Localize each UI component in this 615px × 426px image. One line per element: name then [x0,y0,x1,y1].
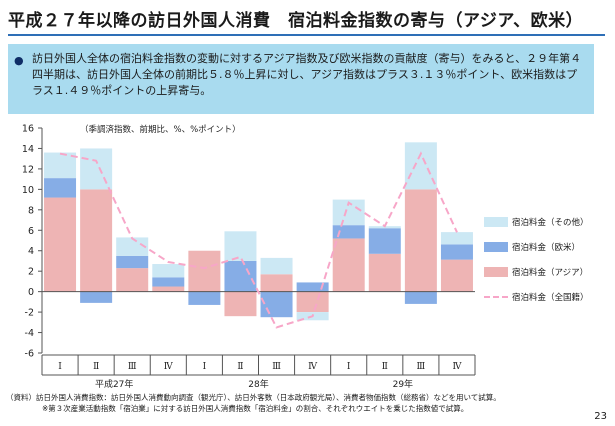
page-title: 平成２７年以降の訪日外国人消費 宿泊料金指数の寄与（アジア、欧米） [8,11,584,31]
bar-western-4 [188,291,221,305]
y-tick-label: 16 [22,124,34,135]
bar-western-1 [80,291,113,303]
y-tick-label: 2 [28,267,34,278]
legend-label-other: 宿泊料金（その他） [512,217,589,228]
legend-label-western: 宿泊料金（欧米） [512,242,581,253]
bar-asia-1 [80,189,113,292]
bar-asia-6 [260,274,293,292]
x-tick-label-5: Ⅱ [237,362,243,372]
chart: 16 14 12 10 8 6 4 2 0 -2 -4 -6 Ⅰ Ⅱ Ⅲ Ⅳ Ⅰ Ⅱ Ⅲ Ⅳ Ⅰ Ⅱ Ⅲ Ⅳ 平成27年 28年 2… [22,124,476,390]
bar-asia-11 [440,259,473,292]
bar-western-11 [440,244,473,260]
x-tick-label-4: Ⅰ [203,362,207,372]
source-notes: （資料）訪日外国人消費指数：訪日外国人消費動向調査（観光庁）、訪日外客数（日本政… [6,392,501,414]
bar-asia-4 [188,250,221,292]
bar-western-10 [404,291,437,304]
y-tick-label: -4 [25,328,34,339]
bar-asia-3 [152,286,185,292]
y-tick-label: 10 [22,185,34,196]
bar-western-8 [332,225,365,239]
bar-other-0 [44,152,77,179]
year-group-label-2: 29年 [393,378,413,390]
summary-text: 訪日外国人全体の宿泊料金指数の変動に対するアジア指数及び欧米指数の貢献度（寄与）… [32,52,582,97]
legend-swatch-other [484,216,508,227]
bar-western-3 [152,277,185,287]
chart-note: （季調済指数、前期比、%、%ポイント） [80,124,241,135]
chart-legend: 宿泊料金（その他） 宿泊料金（欧米） 宿泊料金（アジア） 宿泊料金（全国籍） [484,212,589,312]
source-note-1: （資料）訪日外国人消費指数：訪日外国人消費動向調査（観光庁）、訪日外客数（日本政… [6,393,501,402]
bar-asia-8 [332,238,365,292]
y-tick-label: 12 [22,164,34,175]
legend-item-western: 宿泊料金（欧米） [484,237,589,256]
bar-asia-2 [116,268,149,292]
title-divider [8,34,605,36]
bar-other-2 [116,237,149,256]
series-line-all [59,151,458,329]
x-tick-label-1: Ⅱ [93,362,99,372]
y-tick-label: 14 [22,144,34,155]
y-tick-label: -2 [25,308,34,319]
legend-swatch-all [484,295,508,298]
legend-swatch-western [484,241,508,252]
legend-swatch-asia [484,266,508,277]
legend-label-asia: 宿泊料金（アジア） [512,267,589,278]
bar-asia-5 [224,291,257,317]
x-tick-label-3: Ⅳ [164,362,174,372]
x-tick-label-7: Ⅳ [308,362,318,372]
bar-western-7 [296,282,329,292]
x-tick-label-9: Ⅱ [382,362,388,372]
bar-western-9 [368,228,401,254]
page-number: 23 [594,411,607,422]
bar-other-3 [152,264,185,278]
x-tick-label-8: Ⅰ [347,362,351,372]
bar-western-6 [260,291,293,318]
bar-western-5 [224,260,257,292]
source-note-2: ※第３次産業活動指数「宿泊業」に対する訪日外国人消費指数「宿泊料金」の割合、それ… [42,404,469,413]
bar-western-0 [44,178,77,198]
year-group-label-0: 平成27年 [95,378,133,390]
bar-asia-9 [368,253,401,292]
bar-western-2 [116,255,149,269]
legend-item-asia: 宿泊料金（アジア） [484,262,589,281]
y-tick-label: 0 [28,287,34,298]
summary-box [8,44,594,114]
x-tick-label-0: Ⅰ [58,362,62,372]
bar-other-6 [260,257,293,275]
bar-asia-7 [296,291,329,313]
bar-asia-0 [44,197,77,292]
y-tick-label: 4 [28,246,34,257]
x-tick-label-6: Ⅲ [272,362,281,372]
y-tick-label: -6 [25,349,34,360]
bar-asia-10 [404,189,437,292]
legend-item-all: 宿泊料金（全国籍） [484,287,589,306]
y-tick-label: 8 [28,205,34,216]
x-tick-label-10: Ⅲ [417,362,426,372]
y-tick-label: 6 [28,226,34,237]
x-tick-label-2: Ⅲ [128,362,137,372]
legend-label-all: 宿泊料金（全国籍） [512,292,589,303]
bar-other-11 [440,232,473,245]
bar-other-10 [404,142,437,190]
bar-other-5 [224,231,257,261]
x-tick-label-11: Ⅳ [452,362,462,372]
summary-bullet-icon: ● [14,54,24,67]
year-group-label-1: 28年 [248,378,268,390]
legend-item-other: 宿泊料金（その他） [484,212,589,231]
